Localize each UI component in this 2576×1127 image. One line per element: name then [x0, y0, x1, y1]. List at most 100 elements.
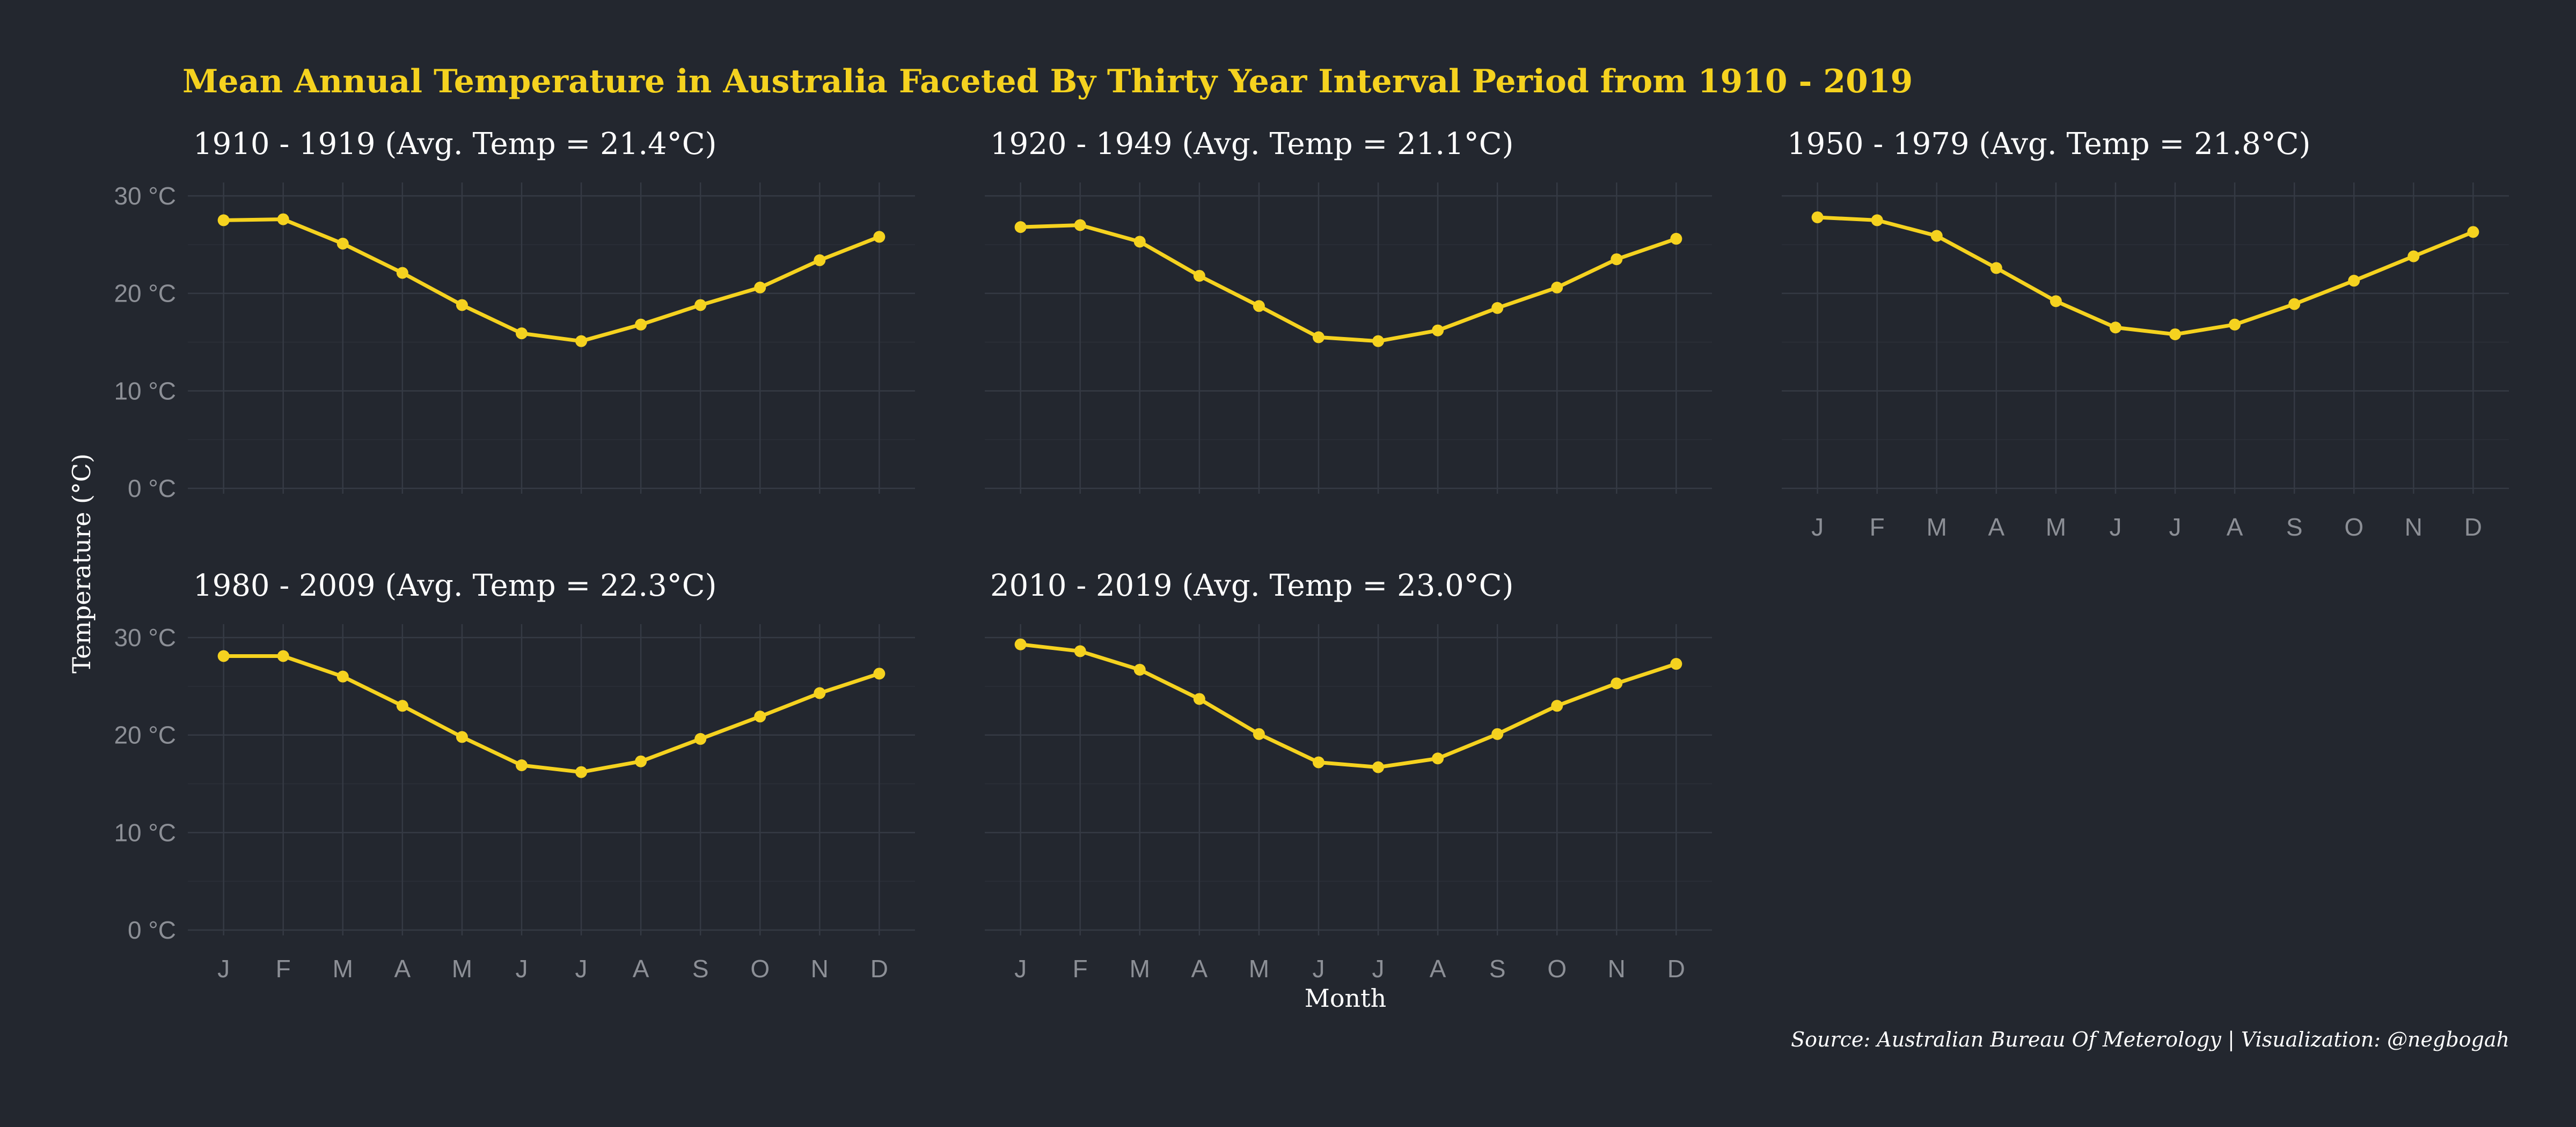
data-point	[1871, 214, 1883, 226]
y-tick-label: 10 °C	[114, 818, 176, 846]
data-point	[2169, 328, 2182, 340]
data-point	[694, 299, 707, 311]
data-point	[336, 238, 349, 250]
data-point	[635, 318, 647, 331]
data-point	[1611, 677, 1623, 690]
data-point	[1551, 700, 1563, 712]
data-point	[277, 213, 289, 225]
data-point	[2050, 295, 2062, 308]
data-point	[1491, 728, 1504, 740]
x-tick-label: O	[2344, 513, 2363, 541]
series-line	[1019, 223, 1678, 343]
source-caption: Source: Australian Bureau Of Meterology …	[1791, 1028, 2509, 1051]
data-point	[1432, 324, 1444, 336]
data-point	[575, 766, 588, 778]
x-tick-label: J	[2109, 513, 2121, 541]
data-point	[1253, 300, 1265, 312]
y-tick-label: 30 °C	[114, 182, 176, 210]
x-tick-label: M	[452, 955, 472, 983]
x-tick-label: A	[2227, 513, 2243, 541]
y-tick-label: 0 °C	[128, 916, 176, 944]
x-tick-label: F	[1870, 513, 1885, 541]
x-tick-label: S	[1489, 955, 1506, 983]
y-axis-label: Temperature (°C)	[67, 453, 96, 674]
x-tick-label: J	[2169, 513, 2182, 541]
data-point	[635, 755, 647, 767]
x-tick-label: F	[276, 955, 291, 983]
x-tick-label: A	[1430, 955, 1446, 983]
data-point	[575, 335, 588, 347]
x-tick-label: N	[1608, 955, 1626, 983]
data-point	[1312, 756, 1324, 769]
data-point	[1014, 221, 1027, 233]
x-tick-label: A	[394, 955, 411, 983]
facet-panel-1: 0 °C 10 °C 20 °C 30 °C 1910 - 1919 (Avg. Tem…	[114, 127, 915, 502]
data-point	[1670, 658, 1682, 670]
data-point	[277, 650, 289, 662]
y-tick-label: 20 °C	[114, 721, 176, 749]
data-point	[1611, 253, 1623, 266]
x-tick-label: N	[2405, 513, 2423, 541]
series-line	[222, 217, 881, 343]
x-tick-label: O	[750, 955, 770, 983]
x-tick-label: J	[1312, 955, 1324, 983]
data-point	[217, 650, 230, 662]
series-line	[1019, 642, 1678, 770]
facet-panel-2: 1920 - 1949 (Avg. Temp = 21.1°C)	[985, 127, 1712, 494]
data-point	[1491, 302, 1504, 314]
x-tick-label: M	[1249, 955, 1269, 983]
x-tick-label: J	[1811, 513, 1824, 541]
x-tick-label: M	[333, 955, 353, 983]
data-point	[396, 700, 408, 712]
data-point	[1312, 331, 1324, 343]
x-tick-label: J	[1014, 955, 1027, 983]
data-point	[1432, 752, 1444, 765]
data-point	[814, 254, 826, 266]
data-point	[2288, 298, 2301, 310]
x-tick-label: J	[1372, 955, 1385, 983]
facet-title: 1910 - 1919 (Avg. Temp = 21.4°C)	[193, 127, 716, 162]
x-tick-label: M	[2046, 513, 2066, 541]
data-point	[515, 327, 528, 340]
series-line	[1816, 215, 2475, 336]
x-axis-label: Month	[1305, 984, 1387, 1013]
data-point	[1930, 230, 1943, 242]
data-point	[456, 731, 468, 743]
data-point	[217, 214, 230, 226]
y-tick-label: 10 °C	[114, 377, 176, 405]
data-point	[694, 733, 707, 745]
data-point	[515, 759, 528, 771]
data-point	[2109, 321, 2121, 334]
x-tick-label: A	[633, 955, 649, 983]
data-point	[1193, 269, 1205, 282]
data-point	[754, 281, 766, 294]
x-tick-label: J	[575, 955, 588, 983]
data-point	[1074, 645, 1086, 657]
facet-title: 2010 - 2019 (Avg. Temp = 23.0°C)	[990, 568, 1513, 603]
facet-title: 1920 - 1949 (Avg. Temp = 21.1°C)	[990, 127, 1513, 162]
x-tick-label: A	[1988, 513, 2004, 541]
data-point	[2467, 226, 2479, 238]
data-point	[336, 670, 349, 683]
data-point	[1133, 236, 1146, 248]
chart-title: Mean Annual Temperature in Australia Fac…	[182, 63, 1913, 100]
x-tick-label: J	[515, 955, 528, 983]
x-tick-label: J	[217, 955, 230, 983]
facet-panel-3: J F M A M J J A S O N D 1950 - 1979 (Avg. Temp = 21.…	[1782, 127, 2509, 541]
data-point	[873, 231, 885, 243]
x-tick-label: F	[1073, 955, 1088, 983]
data-point	[1670, 232, 1682, 245]
facet-panel-5: J F M A M J J A S O N D 2010 - 2019 (Avg. Temp = 23.…	[985, 568, 1712, 983]
data-point	[754, 711, 766, 723]
x-tick-label: N	[811, 955, 829, 983]
data-point	[1193, 693, 1205, 705]
x-tick-label: D	[2464, 513, 2482, 541]
y-tick-label: 0 °C	[128, 474, 176, 502]
x-tick-label: O	[1547, 955, 1567, 983]
x-tick-label: D	[870, 955, 888, 983]
data-point	[2229, 318, 2241, 331]
x-tick-label: A	[1191, 955, 1208, 983]
facet-panel-4: 0 °C 10 °C 20 °C 30 °C J F M A M J J A S O N D 1980 - 20…	[114, 568, 915, 983]
facet-panels: 0 °C 10 °C 20 °C 30 °C 1910 - 1919 (Avg. Tem…	[114, 127, 2509, 983]
